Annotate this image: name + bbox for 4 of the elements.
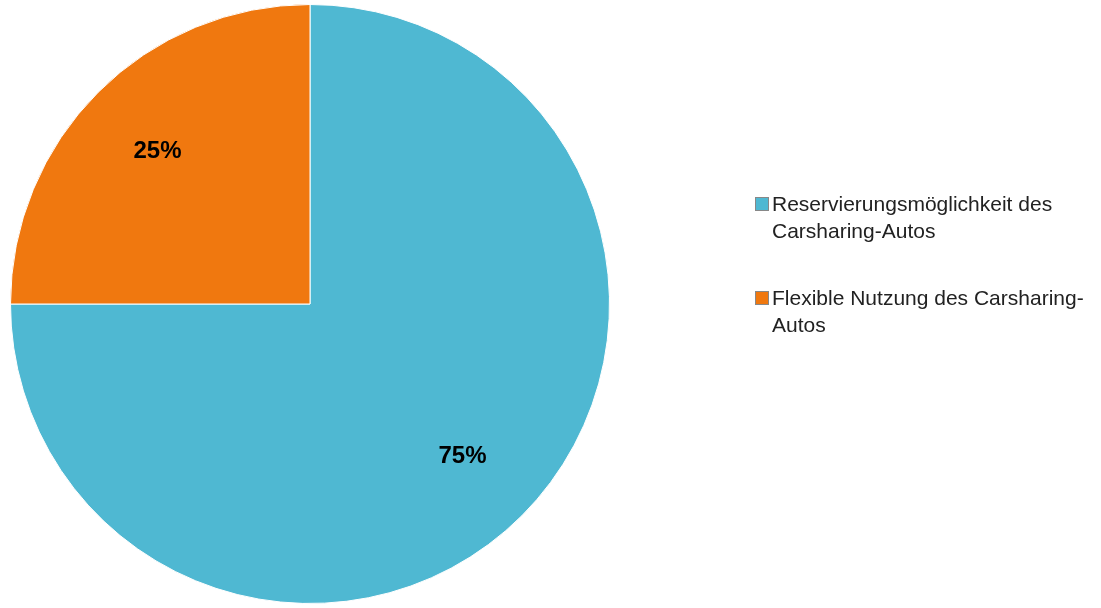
data-label: 25% — [133, 136, 182, 164]
legend-label: Reservierungsmöglichkeit des Carsharing-Autos — [772, 191, 1054, 244]
data-label: 75% — [438, 441, 487, 469]
legend-label: Flexible Nutzung des Carsharing-Autos — [772, 285, 1085, 338]
